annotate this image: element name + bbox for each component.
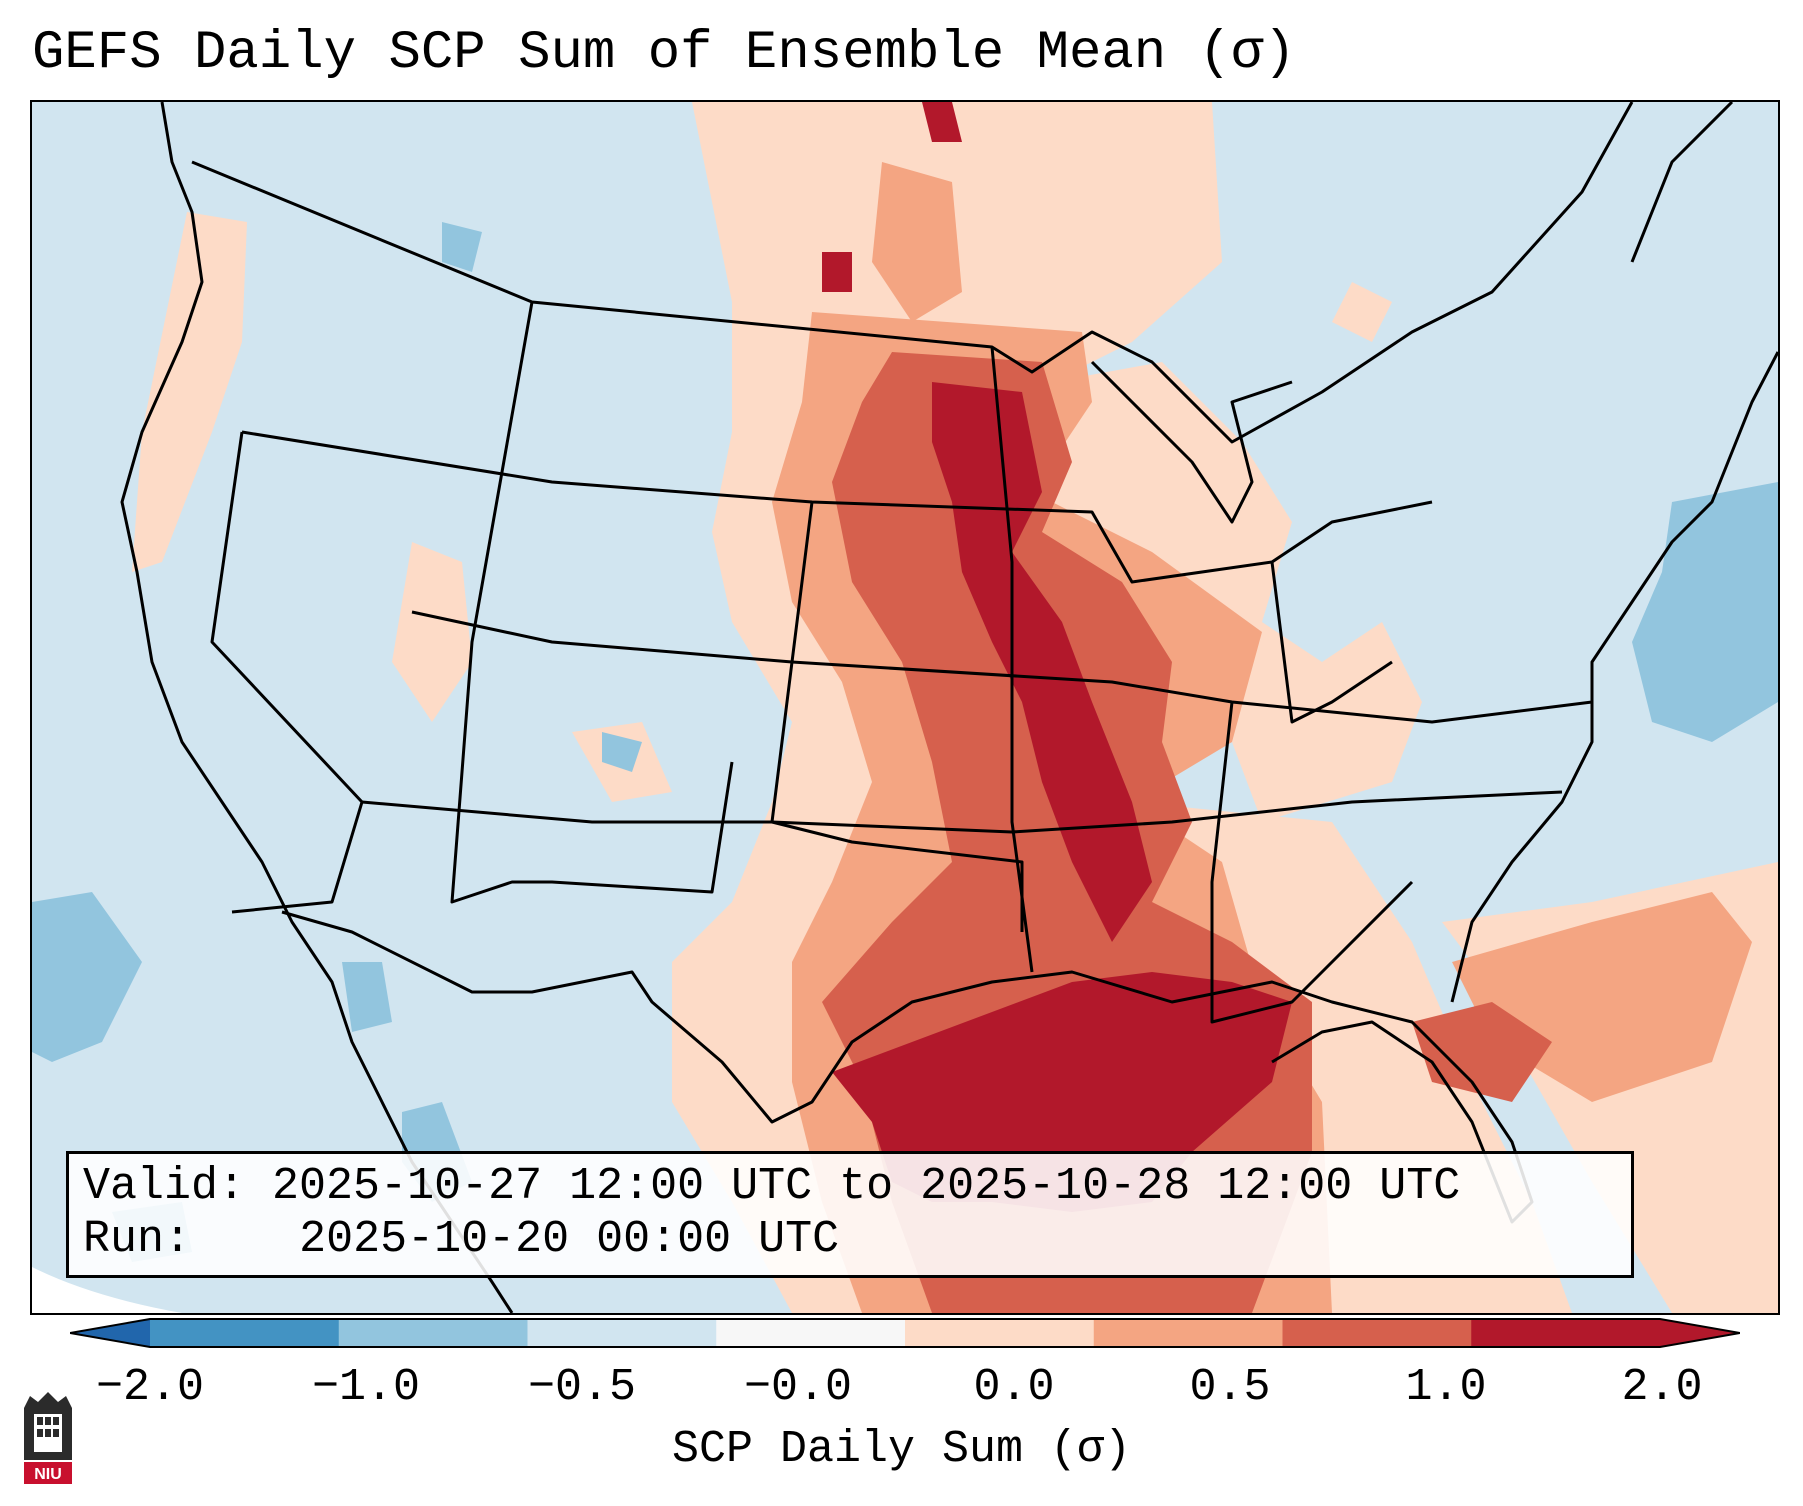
logo-text: NIU — [34, 1466, 62, 1483]
colorbar-tick: −0.0 — [743, 1362, 853, 1413]
colorbar-outline — [70, 1318, 1740, 1348]
colorbar-segment — [1093, 1319, 1283, 1347]
colorbar-tick: −1.0 — [311, 1362, 421, 1413]
niu-logo: NIU — [24, 1392, 72, 1484]
state-line-mississippi — [990, 346, 1034, 973]
colorbar-tick: 2.0 — [1621, 1362, 1703, 1413]
colorbar-segments — [150, 1319, 1661, 1347]
state-line-north — [241, 430, 1433, 584]
valid-run-info-box: Valid: 2025-10-27 12:00 UTC to 2025-10-2… — [66, 1151, 1634, 1278]
colorbar-tick: 1.0 — [1405, 1362, 1487, 1413]
colorbar-tick: −2.0 — [95, 1362, 205, 1413]
valid-value: 2025-10-27 12:00 UTC to 2025-10-28 12:00… — [272, 1161, 1461, 1212]
us-canada-border — [191, 102, 1634, 444]
gulf-coastline — [281, 910, 1534, 1224]
chart-title: GEFS Daily SCP Sum of Ensemble Mean (σ) — [32, 23, 1296, 84]
colorbar-segment — [905, 1319, 1095, 1347]
state-line-az-nm — [450, 301, 734, 904]
colorbar-tick: 0.0 — [973, 1362, 1055, 1413]
colorbar-label: SCP Daily Sum (σ) — [671, 1424, 1132, 1475]
run-label: Run: — [83, 1214, 192, 1265]
colorbar-tick: −0.5 — [527, 1362, 637, 1413]
northeast-coastline — [1630, 102, 1734, 263]
colorbar-segment — [1471, 1319, 1661, 1347]
run-value: 2025-10-20 00:00 UTC — [299, 1214, 840, 1265]
colorbar-extend-high — [1660, 1319, 1740, 1347]
state-line-plains — [770, 501, 1024, 932]
colorbar-segment — [338, 1319, 528, 1347]
colorbar-segment — [1282, 1319, 1472, 1347]
colorbar-extend-low — [70, 1319, 150, 1347]
great-lakes-shore — [1090, 360, 1293, 524]
map-corner-left — [32, 1267, 182, 1313]
valid-label: Valid: — [83, 1161, 246, 1212]
colorbar — [70, 1318, 1740, 1348]
atlantic-coastline — [1450, 351, 1778, 1003]
colorbar-segment — [150, 1319, 340, 1347]
map-panel — [30, 100, 1780, 1315]
state-line-central — [411, 610, 1593, 724]
valid-row: Valid: 2025-10-27 12:00 UTC to 2025-10-2… — [83, 1160, 1631, 1213]
state-line-southeast — [1210, 701, 1414, 1024]
colorbar-segment — [527, 1319, 717, 1347]
colorbar-tick: 0.5 — [1189, 1362, 1271, 1413]
state-line-ohio — [1270, 561, 1393, 724]
map-svg — [32, 102, 1778, 1313]
run-row: Run: 2025-10-20 00:00 UTC — [83, 1213, 1631, 1266]
colorbar-segment — [716, 1319, 906, 1347]
